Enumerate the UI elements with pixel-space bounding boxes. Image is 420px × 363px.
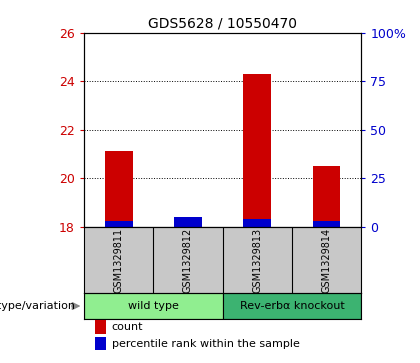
Text: GSM1329812: GSM1329812 [183, 227, 193, 293]
Bar [223, 293, 361, 319]
Bar [84, 293, 223, 319]
Bar [95, 321, 106, 334]
Bar [243, 219, 271, 227]
Text: count: count [112, 322, 143, 332]
Text: GSM1329811: GSM1329811 [114, 227, 123, 293]
Bar [312, 221, 340, 227]
Bar [95, 337, 106, 350]
Title: GDS5628 / 10550470: GDS5628 / 10550470 [148, 16, 297, 30]
Bar [174, 222, 202, 227]
Text: GSM1329814: GSM1329814 [322, 227, 331, 293]
Text: percentile rank within the sample: percentile rank within the sample [112, 339, 299, 349]
Text: wild type: wild type [128, 301, 179, 311]
Text: GSM1329813: GSM1329813 [252, 227, 262, 293]
Bar [105, 151, 133, 227]
Bar [312, 166, 340, 227]
Text: Rev-erbα knockout: Rev-erbα knockout [239, 301, 344, 311]
Text: genotype/variation: genotype/variation [0, 301, 76, 311]
Bar [105, 221, 133, 227]
Bar [174, 217, 202, 227]
Bar [243, 74, 271, 227]
